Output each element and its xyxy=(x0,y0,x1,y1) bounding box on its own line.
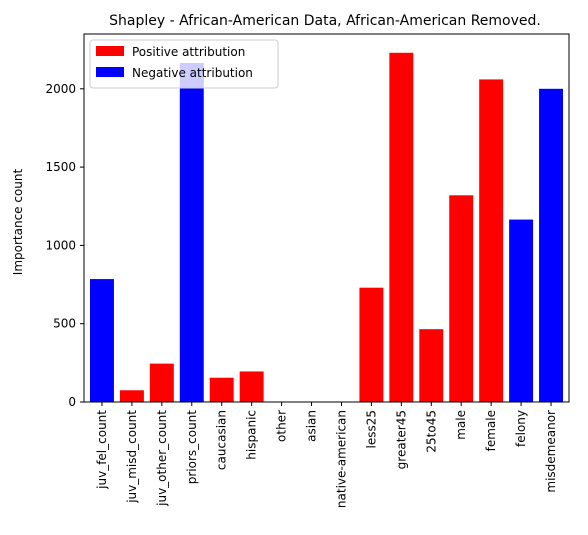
bar-less25 xyxy=(359,287,384,402)
x-tick-label: priors_count xyxy=(185,410,199,485)
y-tick-label: 500 xyxy=(53,317,76,331)
bar-juv_other_count xyxy=(149,363,174,402)
y-axis-label: Importance count xyxy=(11,168,25,275)
x-tick-label: juv_misd_count xyxy=(125,410,139,504)
bar-juv_misd_count xyxy=(119,390,144,402)
legend-label: Positive attribution xyxy=(132,45,245,59)
x-tick-label: male xyxy=(454,410,468,440)
x-tick-label: greater45 xyxy=(394,410,408,469)
bars-group xyxy=(89,52,564,402)
x-tick-label: 25to45 xyxy=(424,410,438,453)
x-tick-label: hispanic xyxy=(245,410,259,460)
bar-felony xyxy=(509,219,534,402)
bar-hispanic xyxy=(239,371,264,402)
bar-juv_fel_count xyxy=(89,279,114,402)
bar-caucasian xyxy=(209,377,234,402)
x-tick-label: misdemeanor xyxy=(544,410,558,493)
legend-box xyxy=(89,39,279,89)
bar-25to45 xyxy=(419,329,444,402)
x-ticks-group: juv_fel_count juv_misd_count juv_other_cou… xyxy=(95,402,558,508)
x-tick-label: less25 xyxy=(364,410,378,449)
bar-misdemeanor xyxy=(539,88,564,402)
y-tick-label: 2000 xyxy=(45,82,76,96)
x-tick-label: felony xyxy=(514,410,528,447)
bar-female xyxy=(479,79,504,402)
x-tick-label: caucasian xyxy=(215,410,229,470)
bar-greater45 xyxy=(389,52,414,402)
chart-title: Shapley - African-American Data, African… xyxy=(109,13,541,29)
x-tick-label: juv_other_count xyxy=(155,410,169,507)
y-tick-label: 1500 xyxy=(45,160,76,174)
legend-swatch xyxy=(96,46,124,56)
plot-frame xyxy=(83,33,570,403)
x-tick-label: female xyxy=(484,410,498,451)
y-tick-label: 1000 xyxy=(45,238,76,252)
x-tick-label: asian xyxy=(305,410,319,442)
x-tick-label: native-american xyxy=(334,410,348,508)
y-ticks-group: 0 500 1000 1500 2000 xyxy=(45,82,84,409)
legend-swatch xyxy=(96,67,124,77)
legend-label: Negative attribution xyxy=(132,66,253,80)
bar-male xyxy=(449,195,474,402)
x-tick-label: other xyxy=(275,410,289,442)
legend: Positive attribution Negative attribution xyxy=(89,39,279,89)
bar-priors_count xyxy=(179,62,204,402)
x-tick-label: juv_fel_count xyxy=(95,410,109,490)
y-tick-label: 0 xyxy=(68,395,76,409)
